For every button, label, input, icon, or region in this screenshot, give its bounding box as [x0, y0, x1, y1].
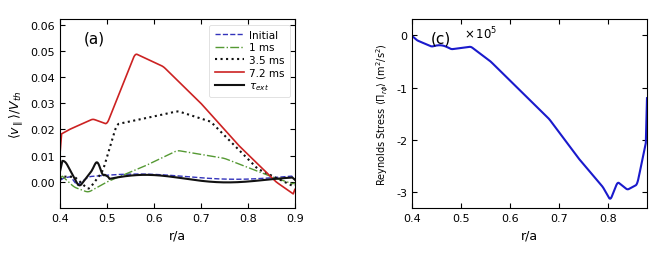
Initial [255, 177, 263, 180]
Line: 1 ms: 1 ms [60, 151, 295, 192]
1 ms [83, 190, 91, 194]
7.2 ms [269, 178, 277, 181]
$\tau_{ext}$ [75, 184, 83, 187]
3.5 ms [197, 118, 205, 121]
Text: (a): (a) [83, 31, 105, 46]
Initial [73, 184, 81, 187]
$\tau_{ext}$ [197, 180, 205, 183]
Y-axis label: Reynolds Stress $\langle\Pi_{r\phi}\rangle$ (m$^2$/s$^2$): Reynolds Stress $\langle\Pi_{r\phi}\rang… [374, 43, 391, 185]
$\tau_{ext}$ [197, 180, 205, 183]
3.5 ms [56, 178, 64, 181]
Line: 7.2 ms: 7.2 ms [60, 55, 295, 194]
$\tau_{ext}$ [201, 180, 209, 183]
1 ms [57, 176, 65, 179]
1 ms [291, 182, 299, 185]
7.2 ms [201, 106, 209, 109]
1 ms [201, 154, 209, 157]
$\tau_{ext}$ [270, 178, 278, 181]
3.5 ms [270, 176, 278, 179]
3.5 ms [291, 184, 299, 187]
1 ms [270, 177, 278, 180]
3.5 ms [197, 117, 205, 120]
$\tau_{ext}$ [255, 179, 263, 182]
7.2 ms [255, 164, 263, 167]
$\tau_{ext}$ [59, 160, 67, 163]
Line: 3.5 ms: 3.5 ms [60, 112, 295, 189]
$\tau_{ext}$ [56, 170, 64, 173]
Initial [270, 176, 278, 179]
Initial [56, 179, 64, 182]
3.5 ms [201, 119, 209, 122]
7.2 ms [197, 102, 205, 105]
Initial [291, 178, 299, 181]
Text: (c): (c) [431, 31, 452, 46]
X-axis label: r/a: r/a [521, 229, 538, 242]
1 ms [175, 150, 183, 153]
Initial [57, 179, 65, 182]
7.2 ms [289, 193, 297, 196]
$\tau_{ext}$ [291, 179, 299, 182]
3.5 ms [84, 187, 92, 190]
7.2 ms [291, 188, 299, 191]
7.2 ms [56, 152, 64, 155]
X-axis label: r/a: r/a [169, 229, 186, 242]
1 ms [56, 177, 64, 180]
Initial [197, 177, 205, 180]
1 ms [197, 153, 205, 156]
7.2 ms [196, 101, 204, 104]
3.5 ms [57, 177, 65, 180]
1 ms [197, 153, 205, 156]
$\tau_{ext}$ [57, 167, 65, 170]
Legend: Initial, 1 ms, 3.5 ms, 7.2 ms, $\tau_{ext}$: Initial, 1 ms, 3.5 ms, 7.2 ms, $\tau_{ex… [209, 25, 289, 98]
3.5 ms [255, 168, 263, 171]
Line: $\tau_{ext}$: $\tau_{ext}$ [60, 161, 295, 186]
Initial [197, 177, 205, 180]
Y-axis label: $\langle v_\parallel \rangle$/$V_{th}$: $\langle v_\parallel \rangle$/$V_{th}$ [7, 90, 25, 138]
Initial [201, 177, 209, 180]
7.2 ms [57, 142, 65, 146]
Initial [134, 173, 142, 176]
Line: Initial: Initial [60, 174, 295, 185]
Text: $\times\,10^5$: $\times\,10^5$ [464, 26, 497, 42]
1 ms [255, 171, 263, 174]
7.2 ms [132, 54, 140, 57]
3.5 ms [173, 110, 181, 114]
